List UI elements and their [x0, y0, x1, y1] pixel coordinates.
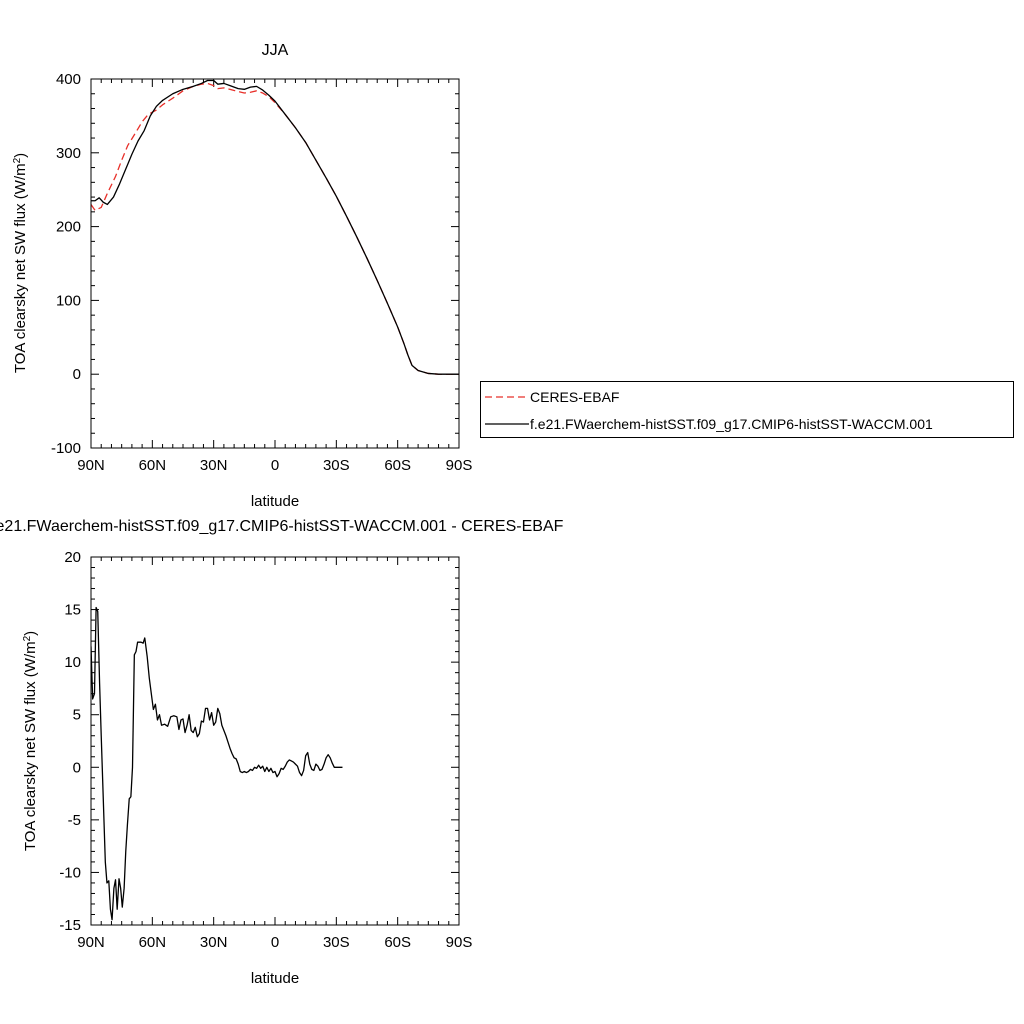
- legend-label-model: f.e21.FWaerchem-histSST.f09_g17.CMIP6-hi…: [530, 416, 933, 432]
- chart-title-bottom: f.e21.FWaerchem-histSST.f09_g17.CMIP6-hi…: [0, 518, 564, 535]
- plot-frame-bottom: [90, 556, 460, 926]
- y-tick-label: 5: [73, 707, 81, 724]
- x-tick-label: 30N: [200, 934, 228, 951]
- x-tick-label: 60N: [139, 934, 167, 951]
- y-tick-label: 0: [73, 366, 81, 383]
- x-axis-label: latitude: [251, 493, 299, 510]
- plot-frame-top: [90, 78, 460, 449]
- legend: CERES-EBAF f.e21.FWaerchem-histSST.f09_g…: [480, 381, 1014, 438]
- chart-panel-top: JJA 90N 60N 30N 0 30S 60S 90S -100 0 100 200 300 400 l…: [12, 42, 473, 510]
- y-tick-label: -10: [59, 864, 81, 881]
- y-axis-label: TOA clearsky net SW flux (W/m2): [12, 153, 30, 373]
- legend-swatch-solid-black: [485, 423, 529, 425]
- x-tick-label: 60S: [384, 934, 411, 951]
- x-axis-label: latitude: [251, 970, 299, 987]
- y-tick-label: 10: [64, 654, 81, 671]
- legend-swatch-dashed-red: [485, 396, 529, 398]
- y-tick-label: 300: [56, 145, 81, 162]
- series-line-a-bottom: [91, 606, 343, 921]
- x-tick-label: 0: [271, 457, 279, 474]
- x-tick-label: 60S: [384, 457, 411, 474]
- x-tick-label: 90S: [446, 457, 473, 474]
- x-tick-label: 60N: [139, 457, 167, 474]
- x-tick-label: 90N: [77, 934, 105, 951]
- series-line-b-top: [91, 79, 459, 375]
- y-tick-label: -5: [68, 812, 81, 829]
- legend-item-ceres: CERES-EBAF: [485, 386, 619, 408]
- x-tick-label: 30S: [323, 457, 350, 474]
- y-tick-label: 400: [56, 71, 81, 88]
- chart-panel-bottom: f.e21.FWaerchem-histSST.f09_g17.CMIP6-hi…: [0, 518, 564, 987]
- y-tick-label: 0: [73, 759, 81, 776]
- x-tick-label: 30S: [323, 934, 350, 951]
- y-axis-label: TOA clearsky net SW flux (W/m2): [22, 631, 40, 851]
- y-tick-label: -100: [51, 440, 81, 457]
- legend-label-ceres: CERES-EBAF: [530, 389, 620, 405]
- y-tick-label: 100: [56, 292, 81, 309]
- x-tick-label: 90S: [446, 934, 473, 951]
- x-tick-label: 90N: [77, 457, 105, 474]
- x-tick-label: 0: [271, 934, 279, 951]
- y-tick-label: 200: [56, 219, 81, 236]
- legend-item-model: f.e21.FWaerchem-histSST.f09_g17.CMIP6-hi…: [485, 413, 933, 435]
- chart-title-top: JJA: [262, 42, 289, 59]
- y-tick-label: 15: [64, 602, 81, 619]
- y-tick-label: -15: [59, 917, 81, 934]
- x-tick-label: 30N: [200, 457, 228, 474]
- y-tick-label: 20: [64, 549, 81, 566]
